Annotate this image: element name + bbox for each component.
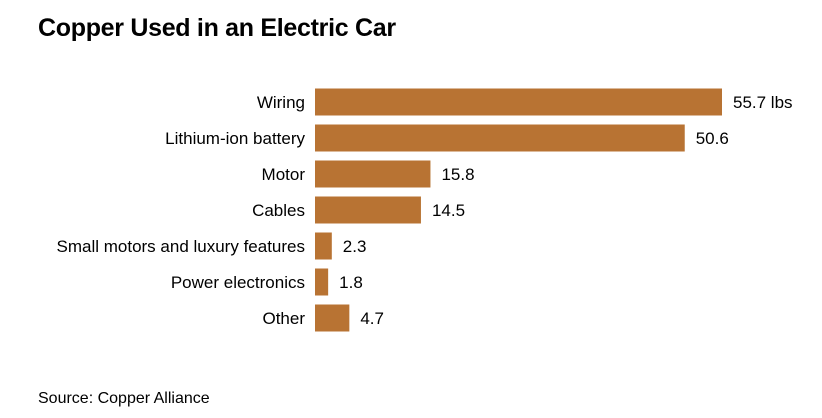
category-label: Small motors and luxury features (57, 237, 306, 256)
bar-group: Wiring 55.7 lbs (257, 88, 793, 116)
source-note: Source: Copper Alliance (38, 390, 210, 407)
bar-group: Motor 15.8 (262, 160, 475, 188)
category-label: Cables (252, 201, 305, 220)
category-label: Power electronics (171, 273, 305, 292)
bar-group: Power electronics 1.8 (171, 268, 363, 296)
bar (315, 196, 421, 224)
bar (315, 160, 431, 188)
category-label: Motor (262, 165, 306, 184)
bar-group: Lithium-ion battery 50.6 (165, 124, 729, 152)
bar (315, 232, 332, 260)
chart-title: Copper Used in an Electric Car (38, 14, 396, 42)
bar-chart: Wiring 55.7 lbs Lithium-ion battery 50.6 Mot… (57, 88, 793, 332)
value-label: 2.3 (343, 237, 367, 256)
category-label: Other (262, 309, 305, 328)
value-label: 14.5 (432, 201, 465, 220)
value-label: 1.8 (339, 273, 363, 292)
bars-layer: Wiring 55.7 lbs Lithium-ion battery 50.6 Mot… (57, 88, 793, 332)
value-label: 15.8 (441, 165, 474, 184)
category-label: Lithium-ion battery (165, 129, 305, 148)
bar-group: Other 4.7 (262, 304, 384, 332)
category-label: Wiring (257, 93, 305, 112)
value-label: 4.7 (360, 309, 384, 328)
value-label: 50.6 (696, 129, 729, 148)
bar (315, 124, 685, 152)
bar (315, 268, 329, 296)
bar (315, 304, 350, 332)
bar-group: Cables 14.5 (252, 196, 465, 224)
value-label: 55.7 lbs (733, 93, 793, 112)
bar (315, 88, 722, 116)
bar-group: Small motors and luxury features 2.3 (57, 232, 367, 260)
